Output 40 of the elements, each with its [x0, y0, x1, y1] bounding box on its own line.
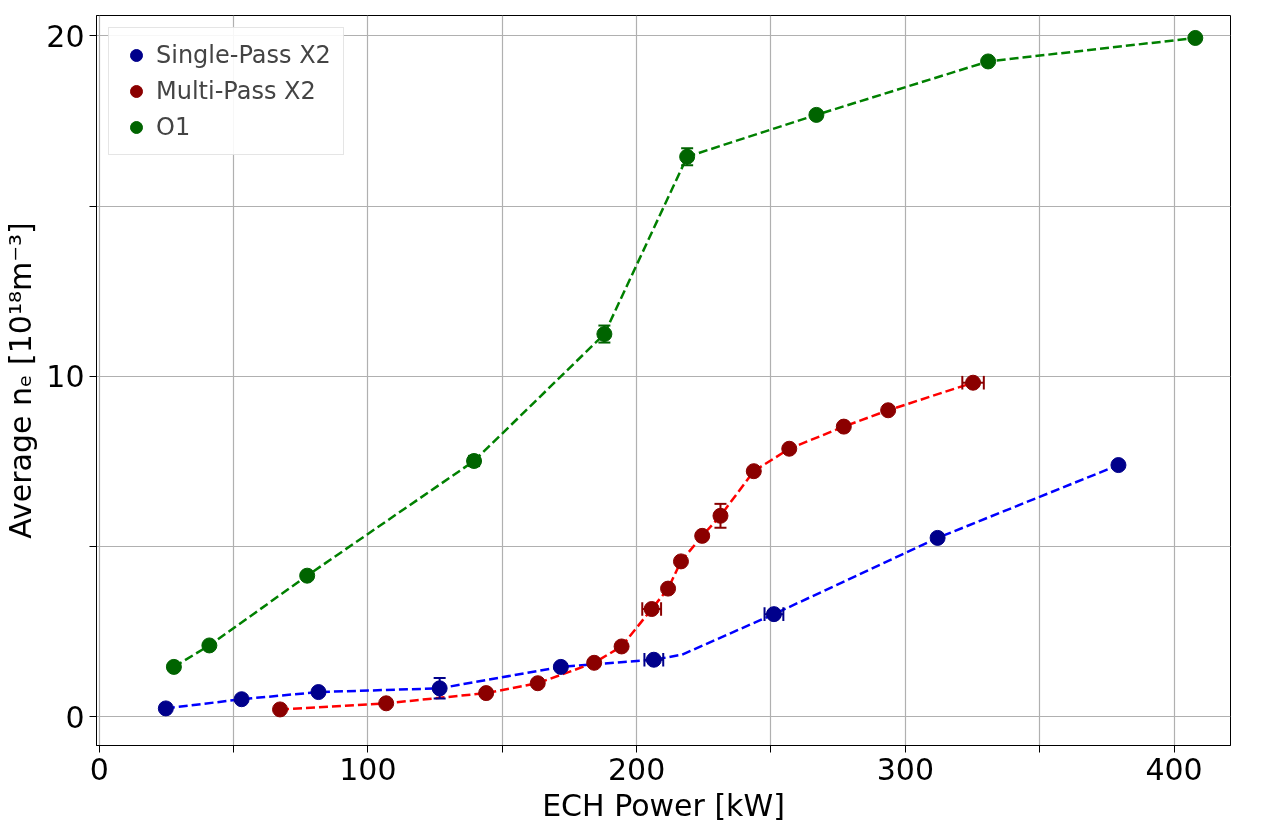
- point: [157, 700, 174, 717]
- point: [201, 637, 218, 654]
- point: [613, 638, 630, 655]
- point: [310, 684, 327, 701]
- point: [672, 553, 689, 570]
- x-axis-title: ECH Power [kW]: [542, 787, 785, 823]
- point: [233, 691, 250, 708]
- point: [781, 440, 798, 457]
- y-tick-label: 0: [65, 699, 85, 735]
- point: [712, 507, 729, 524]
- x-tick-label: 300: [876, 751, 934, 787]
- x-tick-label: 200: [608, 751, 666, 787]
- legend-label: Multi-Pass X2: [156, 77, 316, 105]
- legend-label: O1: [156, 113, 191, 141]
- point: [165, 658, 182, 675]
- point: [552, 658, 569, 675]
- point: [299, 567, 316, 584]
- x-tick-label: 0: [89, 751, 109, 787]
- point: [1187, 29, 1204, 46]
- point: [378, 695, 395, 712]
- point: [929, 529, 946, 546]
- y-axis-title: Average nₑ [10¹⁸m⁻³]: [3, 222, 39, 539]
- point: [1110, 457, 1127, 474]
- legend-label: Single-Pass X2: [156, 41, 331, 69]
- point: [745, 463, 762, 480]
- point: [980, 53, 997, 70]
- point: [808, 106, 825, 123]
- x-tick-label: 100: [339, 751, 397, 787]
- point: [529, 675, 546, 692]
- point: [586, 654, 603, 671]
- point: [660, 580, 677, 597]
- point: [965, 374, 982, 391]
- x-tick-label: 400: [1145, 751, 1203, 787]
- point: [272, 701, 289, 718]
- y-tick-label: 20: [46, 18, 85, 54]
- point: [694, 527, 711, 544]
- point: [835, 418, 852, 435]
- point: [880, 402, 897, 419]
- y-tick-label: 10: [46, 359, 85, 395]
- point: [478, 685, 495, 702]
